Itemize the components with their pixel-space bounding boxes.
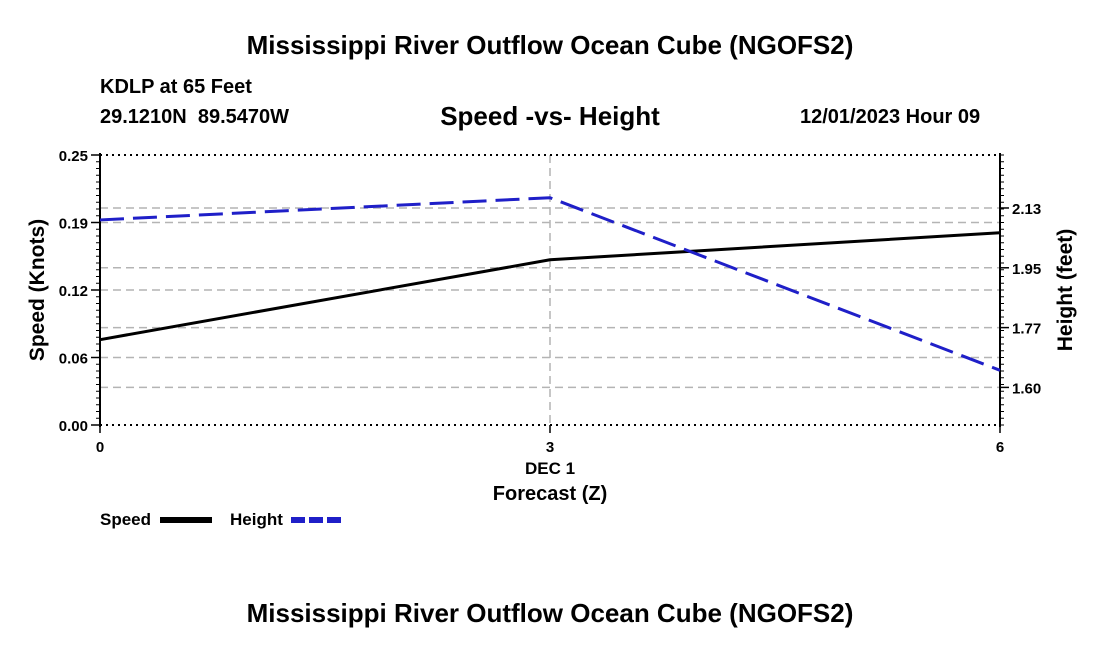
right-axis-tick-label: 1.95 (1012, 261, 1041, 278)
longitude-label: 89.5470W (197, 106, 290, 128)
x-axis-date-label: DEC 1 (525, 459, 575, 478)
forecast-datetime: 12/01/2023 Hour 09 (800, 106, 981, 128)
main-title: Mississippi River Outflow Ocean Cube (NG… (246, 30, 854, 60)
series-line-height (99, 196, 1001, 372)
station-label: KDLP at 65 Feet (100, 76, 252, 98)
left-axis-tick-label: 0.25 (59, 148, 88, 165)
station-coordinates: 29.1210N 89.5470W (100, 106, 289, 129)
x-axis-label: Forecast (Z) (493, 483, 607, 505)
right-axis-tick-label: 1.77 (1012, 321, 1041, 338)
left-axis-tick-label: 0.19 (59, 216, 88, 233)
x-axis-tick-label: 0 (96, 439, 104, 456)
left-axis-tick-label: 0.12 (59, 283, 88, 300)
legend-swatch-speed (160, 517, 212, 523)
legend-label-height: Height (230, 510, 283, 529)
legend-label-speed: Speed (100, 510, 152, 529)
x-axis-tick-label: 6 (996, 439, 1004, 456)
left-axis-tick-label: 0.00 (59, 418, 88, 435)
y-axis-label: Speed (Knots) (26, 219, 49, 361)
right-axis-tick-label: 2.13 (1012, 201, 1041, 218)
x-axis-tick-label: 3 (546, 439, 554, 456)
left-axis-tick-label: 0.06 (59, 351, 88, 368)
legend-swatch-height (291, 517, 343, 523)
latitude-label: 29.1210N (100, 106, 187, 128)
series-line-speed (99, 231, 1001, 342)
y2-axis-label: Height (feet) (1054, 229, 1077, 352)
chart-title: Speed -vs- Height (440, 101, 660, 131)
right-axis-tick-label: 1.60 (1012, 380, 1041, 397)
footer-title: Mississippi River Outflow Ocean Cube (NG… (246, 598, 854, 628)
